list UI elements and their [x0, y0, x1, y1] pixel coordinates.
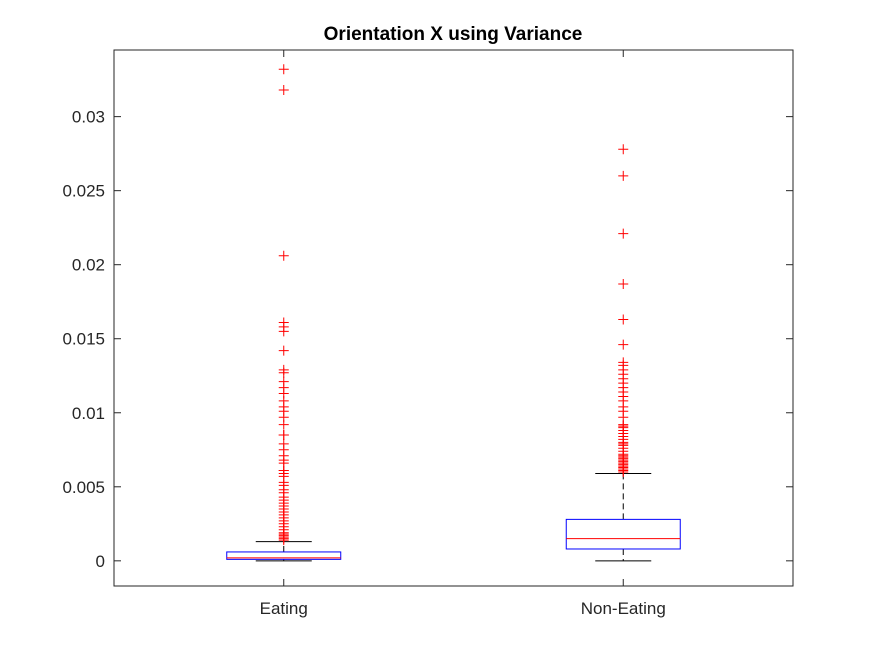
- plot-area: [113, 49, 794, 587]
- outlier-marker: [278, 64, 289, 75]
- outlier-marker: [618, 466, 629, 477]
- outlier-marker: [278, 84, 289, 95]
- boxes-layer: [226, 64, 681, 562]
- outlier-marker: [278, 326, 289, 337]
- box-iqr: [226, 551, 342, 560]
- chart-title: Orientation X using Variance: [324, 24, 583, 45]
- y-tick-label: 0.01: [72, 404, 105, 423]
- y-tick-label: 0.025: [62, 182, 105, 201]
- outlier-marker: [278, 250, 289, 261]
- outlier-marker: [278, 419, 289, 430]
- y-tick-label: 0: [96, 552, 105, 571]
- outlier-marker: [618, 170, 629, 181]
- outlier-marker: [278, 345, 289, 356]
- x-axis: Eating Non-Eating: [260, 50, 666, 618]
- outlier-marker: [618, 339, 629, 350]
- outlier-marker: [618, 144, 629, 155]
- y-axis: 0 0.005 0.01 0.015 0.02 0.025 0.03: [62, 108, 793, 571]
- box-group-eating: [226, 64, 342, 562]
- y-tick-label: 0.02: [72, 256, 105, 275]
- y-tick-label: 0.03: [72, 108, 105, 127]
- outlier-marker: [618, 278, 629, 289]
- outlier-marker: [278, 535, 289, 546]
- y-tick-label: 0.015: [62, 330, 105, 349]
- box-iqr: [565, 518, 681, 550]
- outlier-marker: [278, 429, 289, 440]
- y-tick-label: 0.005: [62, 478, 105, 497]
- outlier-marker: [278, 367, 289, 378]
- outlier-marker: [618, 314, 629, 325]
- box-group-non-eating: [565, 144, 681, 562]
- x-tick-label: Eating: [260, 599, 308, 618]
- outlier-marker: [618, 228, 629, 239]
- x-tick-label: Non-Eating: [581, 599, 666, 618]
